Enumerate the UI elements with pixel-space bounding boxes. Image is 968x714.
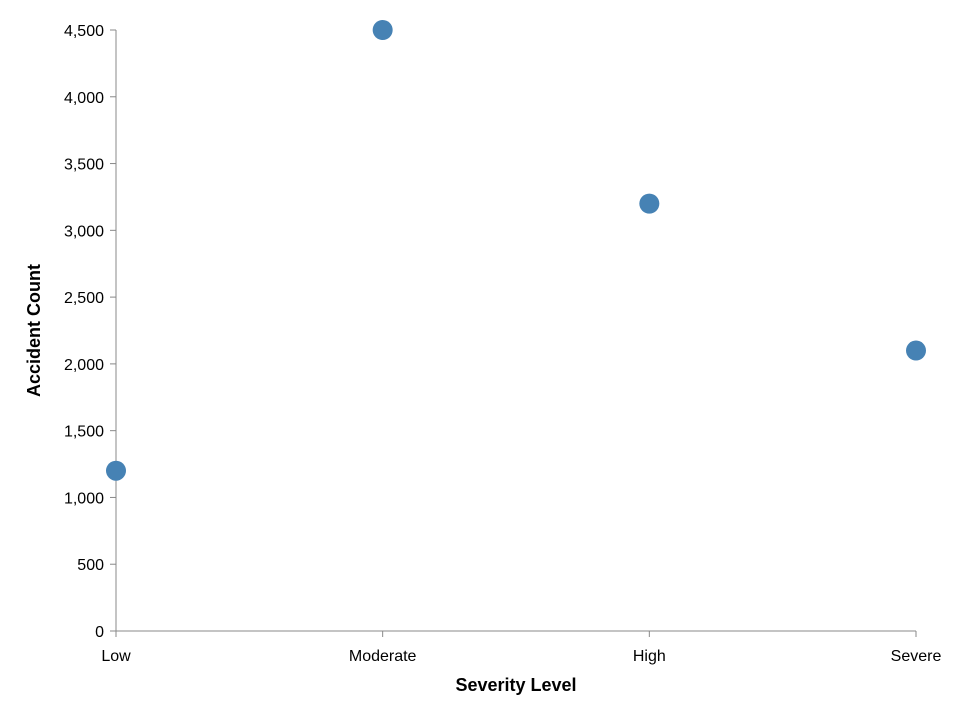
y-tick-label: 1,500 <box>64 424 104 441</box>
y-tick-label: 4,500 <box>64 23 104 40</box>
x-tick-label: High <box>633 648 666 665</box>
y-tick-label: 2,500 <box>64 290 104 307</box>
data-point-low <box>106 460 126 481</box>
y-tick-label: 1,000 <box>64 490 104 507</box>
x-tick-label: Moderate <box>349 648 417 665</box>
y-tick-label: 4,000 <box>64 90 104 107</box>
x-tick-label: Low <box>101 648 131 665</box>
y-tick-label: 2,000 <box>64 357 104 374</box>
y-tick-label: 500 <box>77 557 104 574</box>
x-tick-label: Severe <box>891 648 942 665</box>
y-tick-label: 3,500 <box>64 157 104 174</box>
y-tick-label: 0 <box>95 624 104 641</box>
data-point-severe <box>906 340 926 361</box>
x-axis: Low Moderate High Severe <box>101 630 942 665</box>
y-axis-title: Accident Count <box>24 264 44 397</box>
x-axis-title: Severity Level <box>455 675 576 695</box>
data-points <box>106 20 926 481</box>
y-axis: 0 500 1,000 1,500 2,000 2,500 3,000 3,500 4,000 4… <box>64 23 117 641</box>
data-point-high <box>639 193 660 214</box>
data-point-moderate <box>372 20 393 40</box>
y-tick-label: 3,000 <box>64 223 104 240</box>
